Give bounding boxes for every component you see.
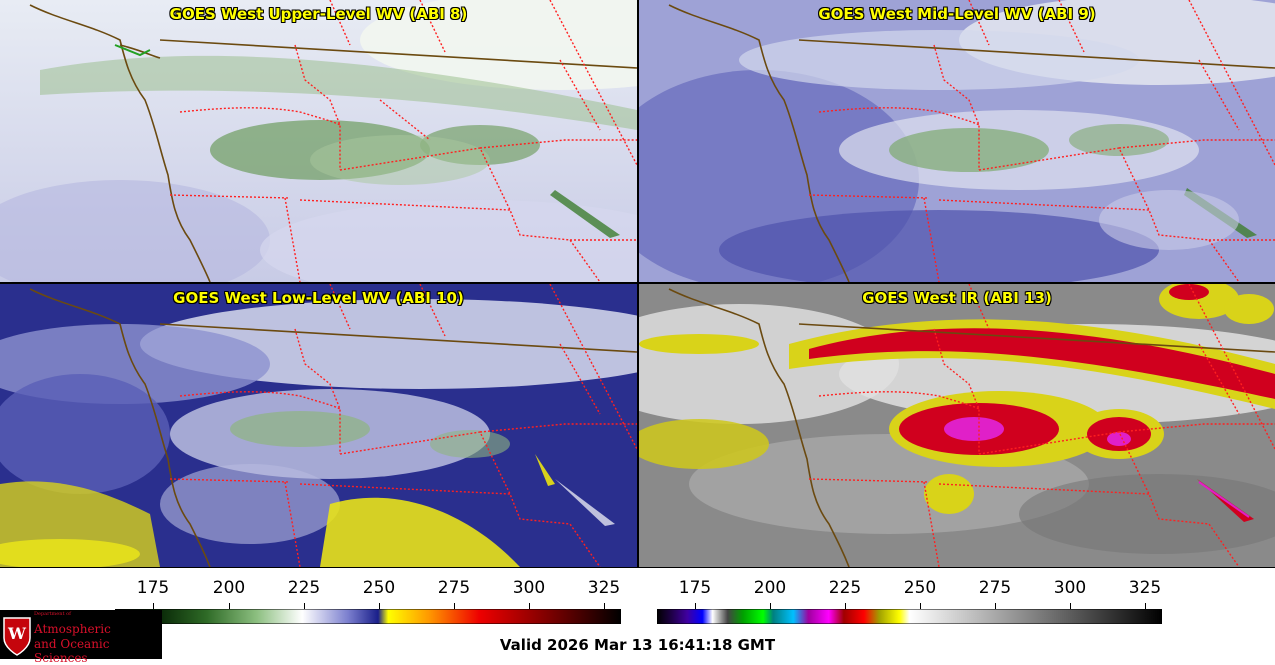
panel-title: GOES West IR (ABI 13): [862, 289, 1052, 307]
valid-time: Valid 2026 Mar 13 16:41:18 GMT: [499, 636, 776, 654]
tick-label: 200: [212, 578, 246, 598]
logo-line-atmospheric: Atmospheric: [34, 622, 111, 636]
coastline: [668, 288, 1275, 567]
coastline: [29, 288, 637, 567]
panel-title: GOES West Low-Level WV (ABI 10): [173, 289, 464, 307]
low-level-wv-panel: GOES West Low-Level WV (ABI 10): [0, 284, 637, 567]
panel-divider-horizontal: [0, 282, 1275, 284]
ir-colorbar: [657, 609, 1162, 624]
upper-level-wv-image: [0, 0, 637, 282]
wv-colorbar: [115, 609, 621, 624]
logo-department: Department of: [34, 611, 71, 617]
tick-label: 275: [978, 578, 1012, 598]
tick-label: 300: [512, 578, 546, 598]
infrared-image: [639, 284, 1275, 567]
panel-title: GOES West Upper-Level WV (ABI 8): [169, 5, 468, 23]
tick-label: 300: [1053, 578, 1087, 598]
mid-level-wv-image: [639, 0, 1275, 282]
tick-label: 275: [437, 578, 471, 598]
tick-label: 250: [903, 578, 937, 598]
state-borders: [808, 0, 1275, 282]
infrared-panel: GOES West IR (ABI 13): [639, 284, 1275, 567]
low-level-wv-image: [0, 284, 637, 567]
tick-label: 200: [753, 578, 787, 598]
state-borders: [808, 284, 1275, 567]
university-logo: W Department of Atmospheric and Oceanic …: [0, 610, 162, 665]
tick-label: 325: [1128, 578, 1162, 598]
panel-bottom-border: [0, 567, 1275, 568]
state-borders: [169, 0, 637, 282]
tick-label: 250: [362, 578, 396, 598]
coastline: [668, 4, 1275, 282]
state-borders: [169, 284, 637, 567]
upper-level-wv-panel: GOES West Upper-Level WV (ABI 8): [0, 0, 637, 282]
crest-letter: W: [8, 624, 26, 643]
panel-title: GOES West Mid-Level WV (ABI 9): [818, 5, 1096, 23]
tick-label: 175: [136, 578, 170, 598]
tick-label: 225: [828, 578, 862, 598]
tick-label: 225: [287, 578, 321, 598]
tick-label: 175: [678, 578, 712, 598]
tick-label: 325: [587, 578, 621, 598]
wisconsin-crest-icon: [3, 617, 31, 656]
mid-level-wv-panel: GOES West Mid-Level WV (ABI 9): [639, 0, 1275, 282]
